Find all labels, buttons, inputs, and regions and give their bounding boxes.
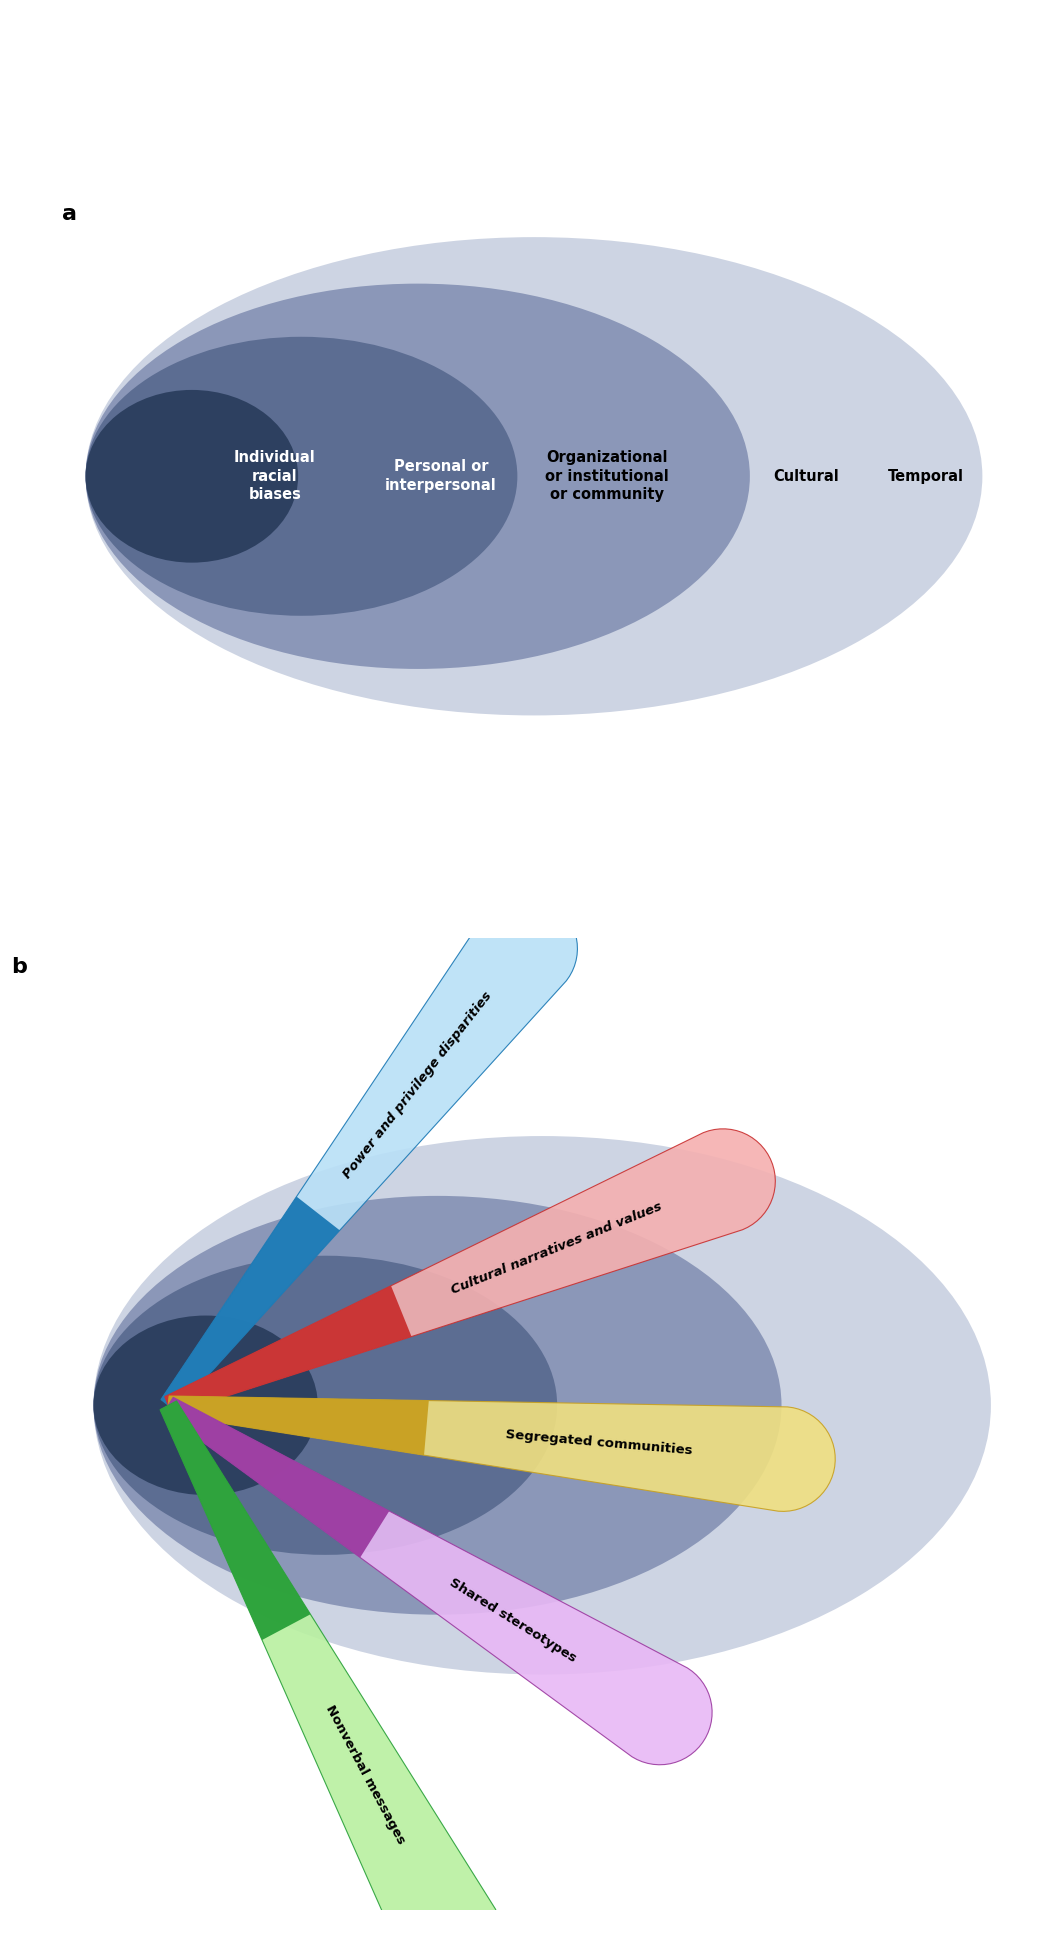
- Polygon shape: [160, 1402, 311, 1641]
- Text: Organizational
or institutional
or community: Organizational or institutional or commu…: [545, 451, 669, 502]
- Polygon shape: [164, 1285, 411, 1413]
- Polygon shape: [160, 1402, 502, 1944]
- Text: Cultural narratives and values: Cultural narratives and values: [449, 1199, 664, 1297]
- Text: Personal or
interpersonal: Personal or interpersonal: [385, 459, 497, 494]
- Polygon shape: [168, 1396, 429, 1456]
- Text: Nonverbal messages: Nonverbal messages: [322, 1703, 407, 1847]
- Text: a: a: [63, 204, 77, 224]
- Ellipse shape: [93, 1316, 318, 1495]
- Ellipse shape: [93, 1135, 990, 1674]
- Polygon shape: [161, 1198, 339, 1411]
- Text: Shared stereotypes: Shared stereotypes: [447, 1577, 578, 1664]
- Ellipse shape: [86, 336, 517, 616]
- Polygon shape: [168, 1396, 836, 1510]
- Ellipse shape: [86, 284, 750, 669]
- Polygon shape: [164, 1129, 776, 1413]
- Text: b: b: [12, 956, 27, 976]
- Text: Power and privilege disparities: Power and privilege disparities: [341, 989, 495, 1182]
- Text: Segregated communities: Segregated communities: [505, 1429, 692, 1458]
- Polygon shape: [161, 896, 578, 1411]
- Polygon shape: [163, 1398, 712, 1765]
- Text: Cultural: Cultural: [774, 469, 840, 484]
- Text: Individual
racial
biases: Individual racial biases: [235, 451, 316, 502]
- Ellipse shape: [86, 391, 298, 562]
- Ellipse shape: [93, 1256, 557, 1555]
- Ellipse shape: [93, 1196, 781, 1615]
- Text: Temporal: Temporal: [888, 469, 964, 484]
- Polygon shape: [163, 1398, 389, 1557]
- Ellipse shape: [86, 237, 982, 715]
